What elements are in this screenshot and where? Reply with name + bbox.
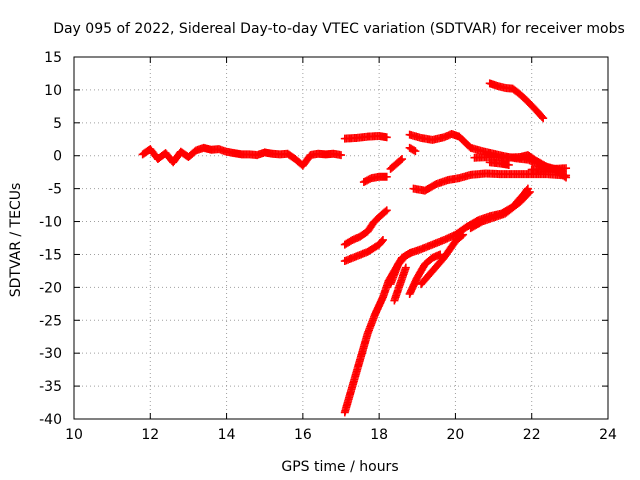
data-points: [138, 79, 571, 417]
data-point: [378, 235, 387, 244]
series-arc-10: [485, 158, 513, 169]
y-tick-label: 10: [44, 83, 62, 99]
series-arc-15: [386, 248, 416, 289]
plot-frame: [73, 56, 609, 420]
series-arc-16: [390, 263, 410, 305]
data-point: [337, 151, 345, 160]
series-arc-12: [340, 184, 532, 417]
data-point: [398, 155, 407, 164]
y-tick-label: -30: [39, 346, 62, 362]
chart-title: Day 095 of 2022, Sidereal Day-to-day VTE…: [53, 21, 625, 37]
y-axis-label: SDTVAR / TECUs: [8, 183, 24, 298]
grid: [74, 57, 608, 419]
y-tick-label: -35: [39, 379, 62, 395]
y-tick-label: -5: [48, 182, 62, 198]
data-point: [525, 187, 534, 196]
data-point: [457, 231, 466, 240]
series-arc-5: [386, 155, 407, 173]
data-point: [459, 230, 468, 239]
data-point: [382, 133, 391, 142]
y-tick-label: 15: [44, 50, 62, 66]
y-tick-label: -25: [39, 313, 62, 329]
series-arc-7: [485, 79, 548, 123]
data-point: [539, 114, 548, 123]
series-arc-9: [409, 169, 571, 195]
x-tick-label: 14: [218, 427, 236, 443]
data-point: [401, 263, 410, 272]
series-arc-14: [340, 235, 387, 266]
y-tick-label: -20: [39, 280, 62, 296]
data-point: [411, 147, 420, 156]
x-tick-label: 12: [141, 427, 159, 443]
x-tick-label: 10: [65, 427, 83, 443]
series-arc-17: [405, 250, 445, 298]
y-tick-label: -15: [39, 247, 62, 263]
y-tick-label: 0: [53, 149, 62, 165]
series-arc-6: [359, 172, 391, 187]
y-tick-label: 5: [53, 116, 62, 132]
data-point: [538, 112, 547, 121]
axis-ticks: 10 12 14 16 18 20 22 24 15 10 5 0 -5 -10 -15 -20 -25 -30 -…: [39, 50, 617, 443]
x-tick-label: 22: [523, 427, 541, 443]
data-point: [409, 146, 418, 155]
data-point: [382, 172, 391, 181]
data-point: [406, 249, 415, 258]
data-point: [381, 207, 390, 216]
x-tick-label: 24: [599, 427, 617, 443]
series-arc-1: [138, 143, 345, 170]
y-tick-label: -10: [39, 215, 62, 231]
series-arc-4: [405, 143, 420, 156]
series-arc-13: [340, 206, 391, 249]
data-point: [382, 206, 391, 215]
data-point: [396, 156, 405, 165]
data-point: [407, 248, 416, 257]
data-point: [378, 237, 387, 246]
data-point: [524, 189, 533, 198]
series-arc-18: [417, 230, 468, 289]
x-tick-label: 20: [447, 427, 465, 443]
data-point: [562, 164, 571, 173]
series-arc-19: [466, 187, 534, 233]
series-arc-11: [527, 164, 571, 174]
x-tick-label: 16: [294, 427, 312, 443]
series-arc-2: [340, 131, 391, 143]
x-tick-label: 18: [370, 427, 388, 443]
x-axis-label: GPS time / hours: [281, 459, 398, 475]
y-tick-label: -40: [39, 412, 62, 428]
data-point: [504, 160, 513, 169]
data-point: [562, 171, 571, 180]
